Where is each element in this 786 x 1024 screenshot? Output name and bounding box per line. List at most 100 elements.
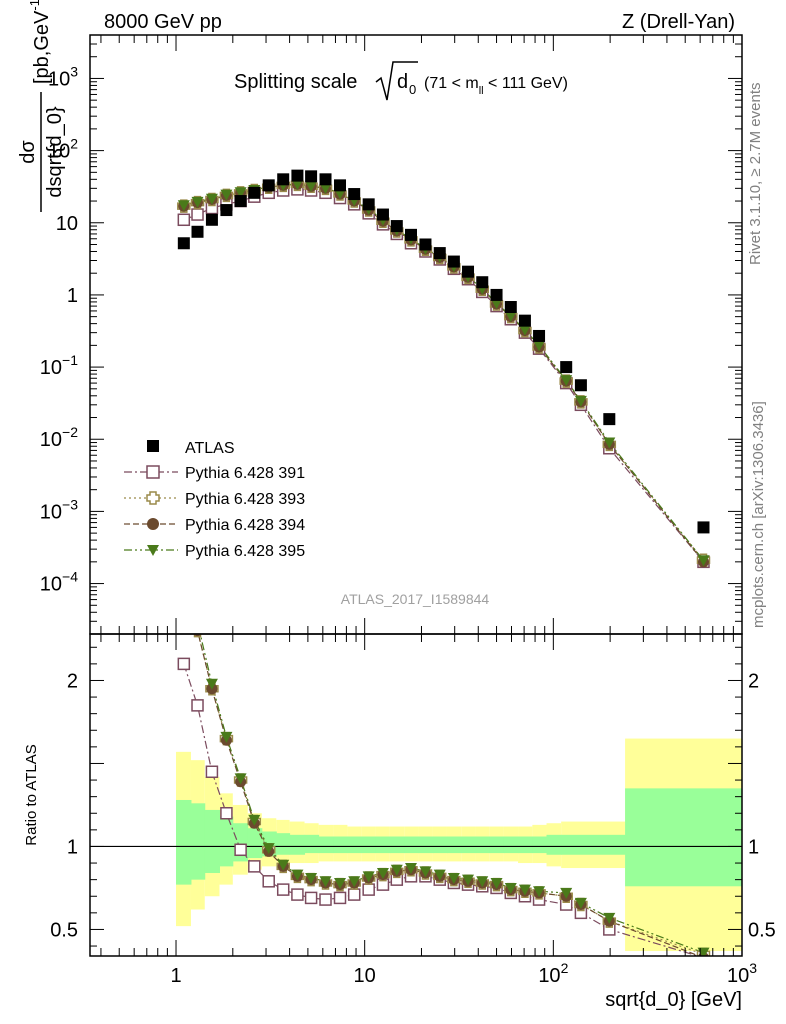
- ratio-ytick-label-right-1: 1: [748, 836, 759, 858]
- x-axis-label: sqrt{d_0} [GeV]: [605, 989, 742, 1011]
- ratio-band-inner-7: [276, 833, 291, 855]
- main-ytick-label-2: 10−2: [40, 424, 78, 451]
- ratio-point-s3-1: [192, 617, 204, 628]
- rivet-version-label: Rivet 3.1.10, ≥ 2.7M events: [747, 83, 764, 266]
- main-ytick-label-base-4: 1: [67, 285, 78, 307]
- ylabel-denominator: dsqrt{d_0}: [44, 106, 66, 198]
- ratio-band-inner-11: [333, 836, 348, 854]
- main-ytick-label-1: 10−3: [40, 496, 78, 523]
- main-point-s4-29: [697, 555, 710, 567]
- main-point-s4-28: [603, 437, 616, 449]
- ratio-point-s0-13: [362, 883, 375, 896]
- ratio-point-s3-14: [376, 868, 389, 880]
- ratio-ytick-label-left-2: 2: [67, 670, 78, 692]
- header-right: Z (Drell-Yan): [622, 11, 735, 33]
- main-point-s0-18: [433, 247, 446, 260]
- main-point-s4-2: [205, 193, 218, 205]
- ratio-band-inner-2: [204, 809, 220, 874]
- ratio-point-s3-7: [277, 859, 290, 871]
- ratio-point-s3-10: [319, 876, 332, 888]
- ratio-band-inner-22: [489, 836, 505, 854]
- x-tick-label-1: 10: [354, 965, 376, 987]
- ylabel-unit-main: [pb,GeV: [31, 10, 53, 84]
- main-point-s4-27: [574, 395, 587, 407]
- x-tick-label-0: 1: [170, 965, 181, 987]
- ratio-point-s3-13: [362, 871, 375, 883]
- title-range-pre: (71 < m: [424, 75, 479, 92]
- ratio-point-s0-5: [248, 860, 261, 873]
- main-point-s0-19: [447, 255, 460, 268]
- main-point-s0-26: [560, 361, 573, 374]
- main-point-s0-24: [518, 314, 531, 327]
- ratio-band-inner-18: [432, 836, 448, 854]
- main-point-s0-9: [305, 170, 318, 183]
- legend-entry-atlas: ATLAS: [147, 440, 235, 457]
- ratio-point-s1-0: [178, 608, 190, 620]
- main-point-s4-9: [305, 180, 318, 192]
- legend-label-395: Pythia 6.428 395: [185, 543, 305, 560]
- ratio-point-s3-16: [404, 863, 417, 875]
- main-point-s0-28: [603, 413, 616, 426]
- ratio-ytick-label-right-0: 0.5: [748, 919, 776, 941]
- ratio-band-inner-17: [418, 836, 434, 854]
- legend-marker-395: [147, 545, 159, 556]
- main-point-s0-22: [490, 288, 503, 301]
- ratio-point-s0-0: [177, 657, 191, 671]
- main-point-s4-0: [177, 200, 190, 212]
- title-main: Splitting scale: [234, 71, 357, 93]
- main-point-s0-4: [234, 195, 247, 208]
- main-point-s4-26: [560, 375, 573, 387]
- ratio-band-inner-0: [176, 799, 192, 885]
- main-point-s4-10: [319, 182, 332, 194]
- main-ytick-label-3: 10−1: [40, 352, 78, 379]
- ratio-point-s3-22: [490, 877, 503, 889]
- main-point-s0-16: [404, 228, 417, 241]
- ratio-uncertainty-bands: [90, 738, 742, 952]
- ratio-band-inner-9: [304, 834, 320, 854]
- ratio-point-s0-8: [291, 888, 304, 901]
- title-range-post: < 111 GeV): [484, 75, 568, 92]
- ratio-point-s3-28: [603, 912, 616, 924]
- ratio-band-inner-15: [389, 836, 405, 854]
- ratio-band-inner-21: [475, 836, 491, 854]
- ratio-band-inner-8: [289, 834, 306, 855]
- main-ytick-label-base-3: 10: [40, 357, 62, 379]
- main-point-s0-11: [334, 179, 347, 192]
- plot-title: Splitting scale d 0 (71 < mll < 111 GeV): [234, 61, 568, 101]
- ratio-band-inner-16: [404, 836, 420, 854]
- main-point-s0-21: [476, 276, 489, 289]
- sqrt-sign-icon: [375, 61, 418, 101]
- ylabel-unit: [pb,GeV-1]: [27, 0, 53, 84]
- ratio-band-inner-23: [503, 836, 519, 854]
- main-point-s0-10: [319, 173, 332, 186]
- ratio-band-inner-5: [247, 828, 263, 859]
- ratio-band-inner-12: [347, 836, 362, 854]
- ratio-point-s3-2: [205, 678, 218, 690]
- main-point-s0-20: [462, 265, 475, 278]
- ratio-point-s3-19: [447, 872, 460, 884]
- ratio-point-s3-25: [533, 886, 546, 898]
- ratio-band-inner-3: [219, 816, 234, 867]
- legend-entry-393: Pythia 6.428 393: [124, 491, 305, 508]
- legend-label-393: Pythia 6.428 393: [185, 491, 305, 508]
- ratio-point-s0-11: [333, 891, 347, 905]
- main-ytick-label-base-6: 10: [48, 141, 70, 163]
- x-tick-label-exp-2: 2: [561, 960, 569, 976]
- main-ytick-label-exp-3: −1: [62, 352, 78, 368]
- ratio-point-s0-12: [347, 888, 361, 901]
- main-point-s0-25: [533, 329, 546, 342]
- legend-entry-394: Pythia 6.428 394: [124, 517, 305, 534]
- ratio-plot-frame: [89, 633, 743, 957]
- main-point-s0-15: [390, 220, 403, 233]
- title-symbol-sub: 0: [409, 82, 416, 97]
- analysis-watermark: ATLAS_2017_I1589844: [341, 591, 490, 607]
- x-tick-label-base-2: 10: [538, 965, 560, 987]
- ratio-band-inner-13: [361, 836, 376, 854]
- legend-marker-391: [146, 465, 160, 479]
- ratio-point-s0-4: [234, 843, 247, 857]
- ratio-point-s3-0: [178, 601, 190, 612]
- ratio-ytick-label-left-0: 0.5: [50, 919, 78, 941]
- legend-label-atlas: ATLAS: [185, 440, 235, 457]
- main-point-s4-23: [504, 311, 517, 323]
